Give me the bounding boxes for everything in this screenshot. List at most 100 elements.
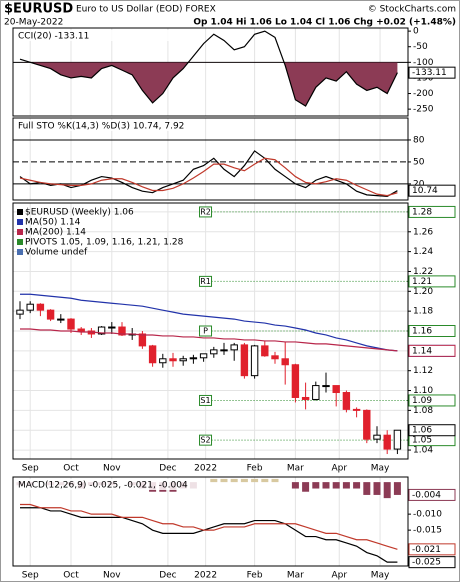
panel-title: Full STO %K(14,3) %D(3) 10.74, 7.92 — [18, 122, 184, 132]
legend-swatch — [17, 249, 23, 255]
candle-body — [169, 358, 177, 362]
histogram-bar — [353, 482, 361, 489]
symbol: $EURUSD — [4, 2, 73, 17]
value-box-label: 1.06 — [412, 426, 432, 436]
value-box — [408, 344, 456, 357]
pivot-box — [199, 434, 213, 446]
x-tick-label: Oct — [63, 571, 79, 581]
y-tick-label: 1.20 — [413, 287, 433, 297]
candle-body — [67, 318, 75, 330]
legend-swatch — [17, 239, 23, 245]
candle-body — [97, 326, 106, 335]
candle-body — [179, 358, 187, 362]
x-tick-label: Mar — [287, 464, 304, 474]
series-line — [20, 328, 398, 352]
y-tick-label: -50 — [413, 42, 428, 52]
pivot-box — [199, 394, 213, 406]
candle-body — [36, 303, 45, 311]
x-tick-label: May — [371, 571, 390, 581]
y-tick-label: 1.22 — [413, 267, 433, 277]
value-box — [408, 424, 456, 437]
candle-body — [312, 385, 320, 400]
value-box-label: 1.14 — [412, 346, 432, 356]
y-tick-label: 1.24 — [413, 247, 433, 257]
series-line — [20, 293, 398, 352]
histogram-bar — [332, 482, 340, 489]
candle-body — [57, 318, 65, 321]
histogram-bar — [251, 478, 259, 483]
legend-entry: MA(200) 1.14 — [25, 228, 86, 238]
candle-body — [77, 328, 85, 332]
legend-entry: PIVOTS 1.05, 1.09, 1.16, 1.21, 1.28 — [25, 238, 184, 248]
value-box-label: -0.004 — [412, 490, 441, 500]
candle-body — [26, 303, 34, 311]
y-tick-label: 1.26 — [413, 227, 433, 237]
x-tick-label: Mar — [287, 571, 304, 581]
value-box-label: 1.16 — [412, 327, 432, 337]
candle-body — [46, 309, 55, 320]
value-box-label: -133.11 — [412, 68, 447, 78]
candle-body — [159, 358, 167, 364]
y-tick-label: 20 — [413, 179, 425, 189]
candle-body — [363, 409, 371, 440]
histogram-bar — [383, 482, 391, 499]
candle-body — [393, 429, 402, 450]
histogram-bar — [312, 482, 320, 489]
title-bg — [15, 120, 205, 131]
histogram-bar — [291, 482, 299, 489]
value-box — [408, 556, 456, 569]
histogram-bar — [373, 482, 381, 495]
y-tick-label: -100 — [413, 58, 434, 68]
x-tick-label: Nov — [103, 464, 121, 474]
series-line — [20, 503, 398, 550]
value-box-label: 1.05 — [412, 436, 432, 446]
value-box — [408, 66, 456, 79]
value-box — [408, 394, 456, 407]
x-tick-label: May — [371, 464, 390, 474]
instrument-name: Euro to US Dollar (EOD) FOREX — [76, 5, 216, 15]
candle-body — [189, 357, 198, 360]
value-box-label: 10.74 — [412, 186, 438, 196]
x-tick-label: Feb — [247, 571, 263, 581]
histogram-bar — [261, 478, 269, 483]
candle-body — [352, 408, 361, 411]
title-bg — [15, 30, 205, 41]
pivot-label: S1 — [200, 396, 210, 405]
y-tick-label: 1.08 — [413, 406, 433, 416]
candle-body — [342, 392, 351, 410]
candle-body — [271, 355, 279, 360]
candle-body — [240, 344, 249, 377]
cci-fill — [20, 62, 398, 107]
candle-body — [138, 333, 147, 347]
x-tick-label: 2022 — [194, 571, 217, 581]
x-tick-label: Oct — [63, 464, 79, 474]
histogram-bar — [230, 478, 238, 483]
panel-frame — [12, 476, 409, 567]
value-box — [408, 325, 456, 337]
candle-body — [199, 353, 208, 359]
histogram-bar — [363, 482, 371, 495]
pivot-label: P — [203, 327, 208, 336]
candle-body — [220, 349, 228, 352]
y-tick-label: 1.12 — [413, 366, 433, 376]
candle-body — [148, 345, 157, 364]
candle-body — [322, 385, 330, 388]
pivot-label: S2 — [200, 436, 210, 445]
y-tick-label: -0.015 — [413, 526, 442, 536]
panel-title: MACD(12,26,9) -0.025, -0.021, -0.004 — [18, 481, 188, 491]
series-line — [19, 30, 398, 107]
value-box-label: -0.025 — [412, 558, 441, 568]
value-box-label: 1.09 — [412, 396, 432, 406]
y-tick-label: 1.18 — [413, 307, 433, 317]
panel-title: CCI(20) -133.11 — [18, 32, 89, 42]
y-tick-label: 50 — [413, 157, 425, 167]
candle-body — [230, 344, 238, 351]
legend-entry: $EURUSD (Weekly) 1.06 — [25, 208, 134, 218]
histogram-bar — [342, 482, 350, 489]
y-tick-label: -0.010 — [413, 510, 442, 520]
y-tick-label: 1.04 — [413, 446, 433, 456]
value-box-label: 1.28 — [412, 207, 432, 217]
histogram-bar — [210, 478, 218, 483]
x-tick-label: Sep — [22, 464, 39, 474]
